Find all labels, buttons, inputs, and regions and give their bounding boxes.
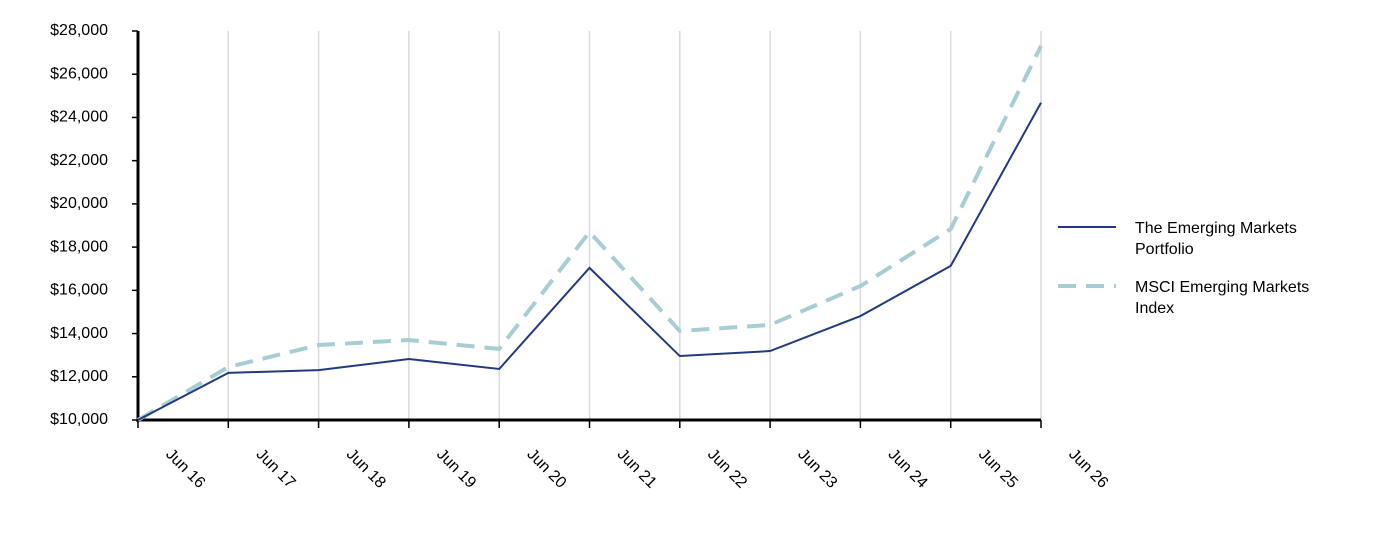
legend-label: MSCI Emerging Markets Index: [1135, 279, 1309, 317]
y-tick-label: $28,000: [50, 22, 108, 39]
y-tick-label: $26,000: [50, 65, 108, 82]
x-tick-label: Jun 24: [885, 446, 931, 492]
y-tick-label: $22,000: [50, 152, 108, 169]
y-tick-label: $16,000: [50, 282, 108, 299]
y-tick-label: $14,000: [50, 325, 108, 342]
series-line: [137, 102, 1042, 421]
y-tick-label: $10,000: [50, 411, 108, 428]
x-tick-label: Jun 18: [343, 446, 389, 492]
x-tick-label: Jun 22: [704, 446, 750, 492]
y-tick-label: $18,000: [50, 238, 108, 255]
series-line: [136, 45, 1043, 422]
x-tick-label: Jun 16: [162, 446, 208, 492]
x-tick-label: Jun 20: [523, 446, 569, 492]
y-tick-label: $24,000: [50, 109, 108, 126]
x-tick-label: Jun 19: [433, 446, 479, 492]
x-tick-label: Jun 21: [614, 446, 660, 492]
y-tick-label: $20,000: [50, 195, 108, 212]
x-tick-label: Jun 23: [794, 446, 840, 492]
x-tick-label: Jun 25: [975, 446, 1021, 492]
x-tick-label: Jun 17: [252, 446, 298, 492]
y-tick-label: $12,000: [50, 368, 108, 385]
x-tick-label: Jun 26: [1065, 446, 1111, 492]
legend-label: The Emerging Markets Portfolio: [1135, 220, 1297, 258]
